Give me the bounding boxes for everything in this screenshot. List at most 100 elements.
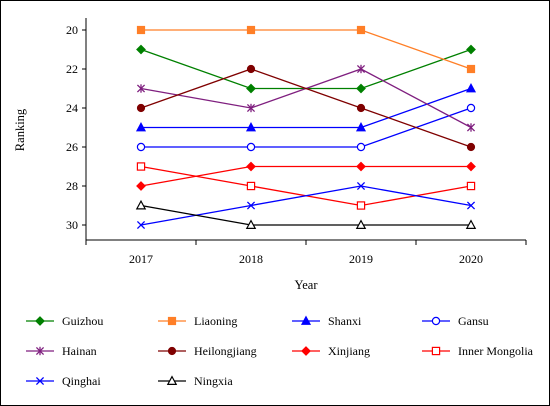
legend-label: Guizhou xyxy=(62,314,103,328)
legend-marker xyxy=(35,316,45,326)
x-tick-label: 2019 xyxy=(349,252,373,266)
legend-marker xyxy=(300,315,312,325)
legend-label: Xinjiang xyxy=(328,344,370,358)
data-point xyxy=(246,181,256,191)
series-line xyxy=(140,204,471,226)
series-shanxi xyxy=(135,83,477,132)
data-point xyxy=(246,25,256,35)
data-point xyxy=(356,181,366,191)
legend-label: Gansu xyxy=(458,314,489,328)
legend-item: Hainan xyxy=(26,344,97,358)
legend-label: Liaoning xyxy=(194,314,237,328)
data-point xyxy=(246,142,256,152)
legend-item: Shanxi xyxy=(292,314,362,328)
legend-label: Qinghai xyxy=(62,374,101,388)
data-point xyxy=(356,142,366,152)
data-point xyxy=(136,25,146,35)
y-tick-label: 28 xyxy=(66,179,78,193)
y-tick-label: 30 xyxy=(66,218,78,232)
data-point xyxy=(135,199,147,210)
y-tick-label: 24 xyxy=(66,101,78,115)
data-point xyxy=(466,64,476,74)
y-ticks: 20 22 24 26 28 30 xyxy=(66,23,86,232)
data-point xyxy=(245,122,257,132)
data-point xyxy=(246,201,256,210)
legend-marker xyxy=(166,375,178,385)
legend-item: Heilongjiang xyxy=(158,344,257,358)
data-point xyxy=(356,25,366,35)
legend-item: Guizhou xyxy=(26,314,103,328)
data-point xyxy=(135,122,147,132)
data-point xyxy=(136,220,146,230)
series-hainan xyxy=(136,64,476,132)
series-layer xyxy=(135,25,477,230)
legend-label: Inner Mongolia xyxy=(458,344,534,358)
legend-item: Xinjiang xyxy=(292,344,370,358)
legend-marker xyxy=(167,346,177,356)
y-tick-label: 22 xyxy=(66,62,78,76)
series-inner-mongolia xyxy=(136,162,476,210)
series-line xyxy=(140,68,472,129)
data-point xyxy=(246,64,256,74)
data-point xyxy=(466,123,476,132)
series-line xyxy=(140,165,471,187)
x-tick-label: 2018 xyxy=(239,252,263,266)
data-point xyxy=(465,219,477,229)
data-point xyxy=(466,142,476,152)
data-point xyxy=(246,83,256,94)
legend-marker xyxy=(35,376,45,386)
legend-label: Shanxi xyxy=(328,314,362,328)
legend-item: Qinghai xyxy=(26,374,101,388)
y-tick-label: 26 xyxy=(66,140,78,154)
legend-label: Ningxia xyxy=(194,374,233,388)
series-line xyxy=(141,87,472,129)
data-point xyxy=(466,201,476,210)
legend-marker xyxy=(301,346,311,356)
data-point xyxy=(356,161,366,172)
legend-item: Ningxia xyxy=(158,374,233,388)
legend-label: Hainan xyxy=(62,344,97,358)
series-line xyxy=(140,48,472,90)
series-line xyxy=(140,165,472,207)
data-point xyxy=(136,44,146,55)
series-heilongjiang xyxy=(136,64,476,152)
x-tick-label: 2020 xyxy=(459,252,483,266)
data-point xyxy=(245,219,257,229)
data-point xyxy=(465,83,477,93)
data-point xyxy=(136,142,146,152)
data-point xyxy=(466,44,476,55)
legend-label: Heilongjiang xyxy=(194,344,257,358)
legend-item: Inner Mongolia xyxy=(422,344,534,358)
x-axis-label: Year xyxy=(294,278,318,292)
data-point xyxy=(246,161,256,172)
data-point xyxy=(136,162,146,171)
x-ticks: 2017 2018 2019 2020 xyxy=(85,240,527,266)
legend-marker xyxy=(431,346,441,356)
legend-item: Liaoning xyxy=(158,314,237,328)
series-qinghai xyxy=(136,181,476,230)
data-point xyxy=(356,201,366,210)
y-tick-label: 20 xyxy=(66,23,78,37)
data-point xyxy=(466,161,476,172)
legend-marker xyxy=(431,316,441,326)
data-point xyxy=(355,219,367,229)
data-point xyxy=(466,181,476,191)
series-line xyxy=(141,29,472,70)
data-point xyxy=(136,103,146,113)
series-line xyxy=(140,68,472,148)
data-point xyxy=(356,103,366,113)
data-point xyxy=(355,122,367,132)
x-tick-label: 2017 xyxy=(129,252,153,266)
series-liaoning xyxy=(136,25,476,74)
series-ningxia xyxy=(135,199,477,229)
data-point xyxy=(136,84,146,93)
legend-marker xyxy=(35,346,45,356)
data-point xyxy=(246,103,256,113)
legend: Guizhou Liaoning Shanxi Gansu Hainan Heilongj… xyxy=(26,314,534,388)
data-point xyxy=(136,181,146,191)
series-xinjiang xyxy=(136,161,476,191)
series-line xyxy=(140,185,472,226)
legend-item: Gansu xyxy=(422,314,489,328)
data-point xyxy=(356,64,366,74)
